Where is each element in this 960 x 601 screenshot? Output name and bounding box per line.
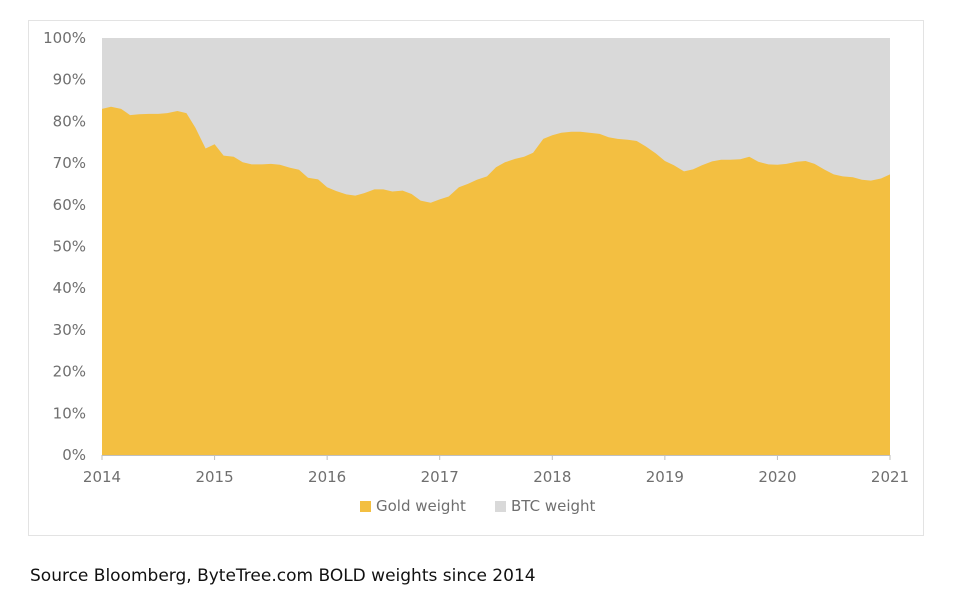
y-tick-label: 70%: [53, 154, 86, 172]
x-tick-label: 2018: [533, 468, 571, 486]
legend-label-gold: Gold weight: [376, 497, 466, 515]
y-tick-label: 50%: [53, 238, 86, 256]
x-tick-label: 2020: [758, 468, 796, 486]
y-tick-label: 90%: [53, 71, 86, 89]
y-tick-label: 60%: [53, 196, 86, 214]
y-tick-label: 0%: [62, 446, 86, 464]
x-tick-label: 2015: [195, 468, 233, 486]
y-tick-label: 20%: [53, 363, 86, 381]
y-tick-label: 10%: [53, 404, 86, 422]
chart-svg: 0% 10% 20% 30% 40% 50% 60% 70% 80% 90% 100% 2014 201…: [43, 29, 909, 515]
legend-swatch-btc: [495, 501, 506, 512]
x-tick-label: 2014: [83, 468, 121, 486]
chart-frame: 0% 10% 20% 30% 40% 50% 60% 70% 80% 90% 100% 2014 201…: [28, 20, 924, 536]
x-tick-label: 2019: [646, 468, 684, 486]
x-tick-label: 2021: [871, 468, 909, 486]
legend-label-btc: BTC weight: [511, 497, 596, 515]
x-tick-label: 2017: [421, 468, 459, 486]
y-tick-label: 80%: [53, 112, 86, 130]
source-caption: Source Bloomberg, ByteTree.com BOLD weig…: [30, 566, 536, 586]
y-tick-label: 100%: [43, 29, 86, 47]
y-tick-label: 30%: [53, 321, 86, 339]
legend-swatch-gold: [360, 501, 371, 512]
gold-weight-area: [102, 106, 890, 456]
y-tick-label: 40%: [53, 279, 86, 297]
x-tick-label: 2016: [308, 468, 346, 486]
